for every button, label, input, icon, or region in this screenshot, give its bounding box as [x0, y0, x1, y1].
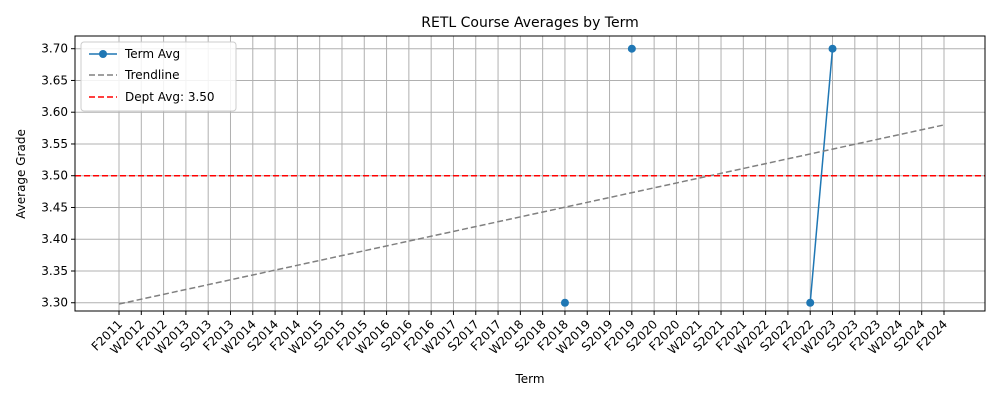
term-avg-point	[560, 298, 569, 307]
y-tick-label: 3.70	[41, 42, 68, 56]
legend-label: Term Avg	[124, 47, 180, 61]
y-tick-label: 3.65	[41, 73, 68, 87]
y-tick-label: 3.35	[41, 264, 68, 278]
y-axis-title: Average Grade	[14, 129, 28, 219]
y-tick-label: 3.50	[41, 169, 68, 183]
legend-label: Trendline	[124, 68, 180, 82]
chart-title: RETL Course Averages by Term	[421, 15, 639, 31]
plot-frame	[74, 35, 986, 312]
y-tick-label: 3.55	[41, 137, 68, 151]
y-tick-label: 3.40	[41, 232, 68, 246]
x-axis: F2011W2012F2012W2013S2013F2013W2014S2014…	[89, 311, 950, 357]
legend-marker-term-avg	[99, 50, 107, 58]
y-tick-label: 3.30	[41, 296, 68, 310]
term-avg-point	[806, 298, 815, 307]
legend: Term Avg Trendline Dept Avg: 3.50	[80, 41, 237, 112]
term-avg-line	[809, 48, 834, 303]
x-axis-title: Term	[514, 372, 544, 386]
y-axis: 3.30 3.35 3.40 3.45 3.50 3.55 3.60 3.65 3.70	[41, 42, 75, 310]
term-avg-point	[627, 44, 636, 53]
term-avg-point	[828, 44, 837, 53]
y-tick-label: 3.45	[41, 200, 68, 214]
legend-label: Dept Avg: 3.50	[125, 90, 215, 104]
trendline	[118, 124, 945, 305]
series-layer	[75, 44, 985, 307]
legend-box	[80, 41, 237, 112]
y-tick-label: 3.60	[41, 105, 68, 119]
